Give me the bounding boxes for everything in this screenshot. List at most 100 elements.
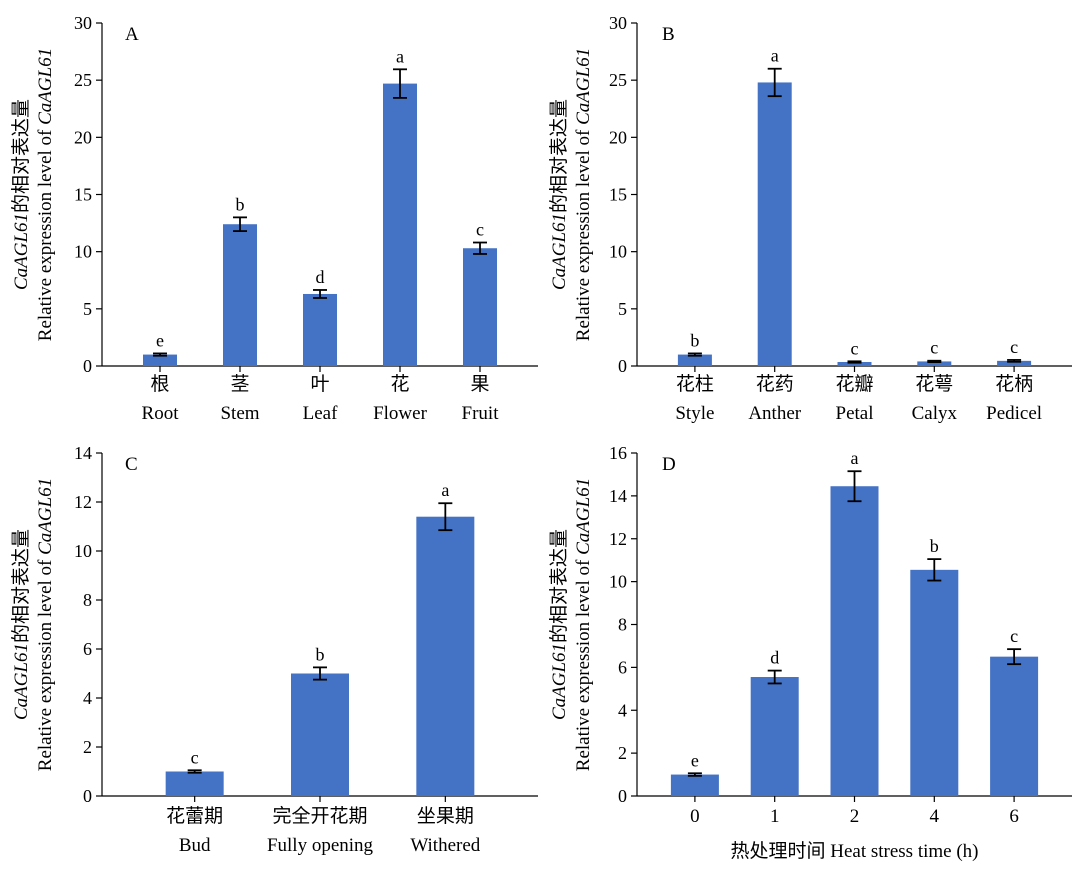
y-axis-title-line2: Relative expression level of CaAGL61 — [573, 478, 594, 771]
x-category-label: 4 — [930, 806, 940, 827]
y-axis-title-line2: Relative expression level of CaAGL61 — [35, 478, 56, 771]
y-axis-title-en-gene: CaAGL61 — [573, 478, 594, 555]
significance-letter: c — [476, 220, 484, 240]
y-axis-title-en-gene: CaAGL61 — [35, 478, 56, 555]
x-category-label: 完全开花期 — [272, 805, 367, 827]
y-tick-label: 2 — [618, 743, 627, 763]
x-category-label-en: Flower — [373, 403, 428, 424]
chart-panel-b: 0 5 10 15 20 25 30 b a c c c 花柱 花药 花瓣 花萼 花柄 Style Anther Pe… — [548, 13, 1072, 424]
y-axis-title-cn: 的相对表达量 — [548, 529, 570, 643]
y-axis-title-en-gene: CaAGL61 — [35, 48, 56, 125]
x-category-label: 花蕾期 — [166, 805, 223, 827]
y-tick-label: 30 — [74, 13, 92, 33]
y-axis-title-line1: CaAGL61的相对表达量 — [10, 99, 32, 290]
chart-panel-c: 0 2 4 6 8 10 12 14 c b a 花蕾期 完全开花期 坐果期 Bud Fully openin… — [10, 443, 538, 856]
y-axis-title-en: Relative expression level of — [573, 125, 594, 341]
bar — [303, 293, 337, 366]
significance-letter: a — [396, 46, 404, 66]
y-tick-label: 10 — [609, 572, 627, 592]
y-axis-title-line1: CaAGL61的相对表达量 — [548, 99, 570, 290]
y-axis-title-gene: CaAGL61 — [11, 643, 32, 720]
significance-letter: c — [1010, 626, 1018, 646]
y-axis-title-en: Relative expression level of — [35, 555, 56, 771]
y-axis-title-line1: CaAGL61的相对表达量 — [548, 529, 570, 720]
x-category-label: 2 — [850, 806, 860, 827]
y-tick-label: 0 — [618, 356, 627, 376]
y-tick-label: 25 — [609, 70, 627, 90]
y-tick-label: 4 — [618, 700, 627, 720]
y-axis-title-gene: CaAGL61 — [11, 213, 32, 290]
y-axis-title-gene: CaAGL61 — [549, 213, 570, 290]
bar — [291, 673, 349, 796]
bar — [463, 248, 497, 366]
y-tick-label: 10 — [609, 242, 627, 262]
significance-letter: e — [691, 750, 699, 770]
x-category-label-en: Petal — [836, 403, 874, 424]
bar — [677, 354, 712, 366]
y-axis-title-en: Relative expression level of — [35, 125, 56, 341]
bar — [757, 82, 792, 366]
significance-letter: a — [771, 46, 779, 66]
y-axis-title-line2: Relative expression level of CaAGL61 — [573, 48, 594, 341]
bar — [670, 774, 719, 796]
y-tick-label: 12 — [74, 492, 92, 512]
y-tick-label: 0 — [618, 786, 627, 806]
significance-letter: c — [191, 747, 199, 767]
x-category-label: 花药 — [756, 373, 794, 395]
significance-letter: c — [1010, 337, 1018, 357]
bar — [837, 361, 872, 366]
y-tick-label: 10 — [74, 242, 92, 262]
x-category-label-en: Style — [675, 403, 714, 424]
x-category-label: 果 — [470, 374, 489, 395]
x-category-label-en: Leaf — [303, 403, 338, 424]
panel-letter: C — [125, 454, 138, 475]
x-category-label-en: Pedicel — [986, 403, 1042, 424]
y-tick-label: 5 — [83, 299, 92, 319]
y-tick-label: 15 — [74, 185, 92, 205]
bar — [165, 771, 224, 796]
bar — [143, 354, 177, 366]
x-category-label-en: Anther — [748, 403, 801, 424]
significance-letter: c — [930, 338, 938, 358]
bar — [750, 677, 799, 796]
significance-letter: a — [441, 480, 449, 500]
y-tick-label: 25 — [74, 70, 92, 90]
y-tick-label: 8 — [83, 590, 92, 610]
x-category-label: 0 — [690, 806, 700, 827]
y-tick-label: 14 — [74, 443, 92, 463]
y-tick-label: 0 — [83, 786, 92, 806]
x-category-label-en: Root — [142, 403, 180, 424]
x-category-label: 花萼 — [915, 373, 953, 395]
y-tick-label: 6 — [618, 657, 627, 677]
y-axis-title-cn: 的相对表达量 — [548, 99, 570, 213]
y-tick-label: 16 — [609, 443, 627, 463]
significance-letter: a — [851, 448, 859, 468]
panel-letter: A — [125, 24, 139, 45]
bar — [997, 360, 1032, 366]
y-tick-label: 2 — [83, 737, 92, 757]
y-tick-label: 20 — [74, 127, 92, 147]
x-category-label: 6 — [1009, 806, 1019, 827]
x-category-label: 1 — [770, 806, 780, 827]
x-category-label: 花柱 — [676, 373, 714, 395]
y-axis-title-cn: 的相对表达量 — [10, 529, 32, 643]
y-axis-title-line2: Relative expression level of CaAGL61 — [35, 48, 56, 341]
panel-letter: D — [662, 454, 676, 475]
x-category-label: 茎 — [230, 373, 249, 395]
significance-letter: b — [930, 536, 939, 556]
bar — [917, 361, 952, 366]
significance-letter: b — [690, 330, 699, 350]
significance-letter: e — [156, 330, 164, 350]
y-tick-label: 0 — [83, 356, 92, 376]
significance-letter: b — [316, 644, 325, 664]
panel-letter: B — [662, 24, 675, 45]
x-category-label-en: Fully opening — [267, 835, 374, 856]
x-axis-title: 热处理时间 Heat stress time (h) — [730, 840, 978, 862]
x-category-label-en: Stem — [220, 403, 259, 424]
x-category-label: 根 — [150, 373, 169, 395]
x-category-label-en: Fruit — [462, 403, 500, 424]
bar — [383, 83, 417, 366]
significance-letter: d — [316, 267, 325, 287]
